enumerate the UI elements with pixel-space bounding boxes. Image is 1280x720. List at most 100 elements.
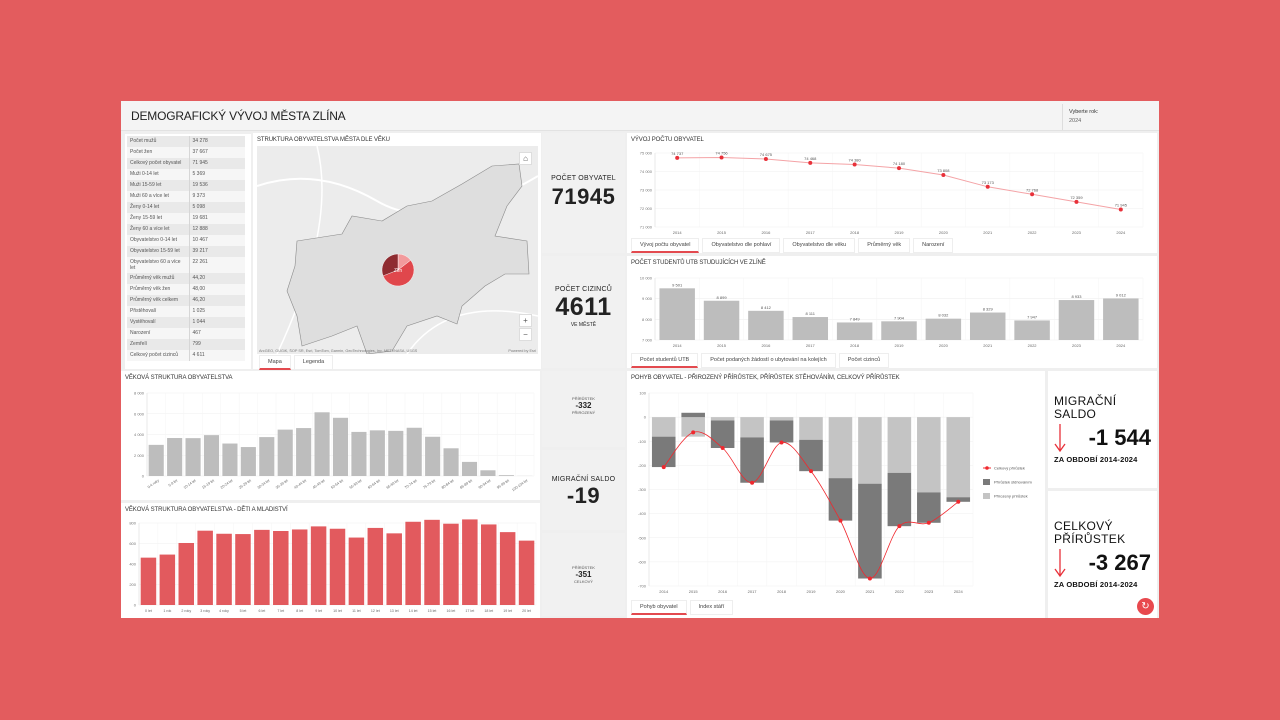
road — [406, 310, 538, 354]
y-tick-label: -700 — [638, 584, 647, 589]
tab-průměrný-věk[interactable]: Průměrný věk — [858, 238, 911, 253]
table-row[interactable]: Průměrný věk žen 48,00 — [127, 284, 245, 295]
table-row[interactable]: Celkový počet cizinců 4 611 — [127, 350, 245, 361]
kpi-label: PŘÍRŮSTEK — [572, 565, 595, 570]
tab-legenda[interactable]: Legenda — [293, 355, 334, 370]
kpi-foreigners: POČET CIZINCŮ 4611 VE MĚSTĚ — [542, 256, 625, 368]
x-tick-label: 2015 — [717, 230, 727, 235]
table-row[interactable]: Ženy 60 a více let 12 888 — [127, 224, 245, 235]
home-button[interactable]: ⌂ — [519, 152, 532, 165]
table-row[interactable]: Obyvatelstvo 0-14 let 10 467 — [127, 235, 245, 246]
bar — [254, 529, 270, 605]
table-row[interactable]: Zemřelí 799 — [127, 339, 245, 350]
x-tick-label: 2015 — [689, 589, 699, 594]
kpi-value: -351 — [575, 570, 592, 579]
age-bar-chart: 0 2 000 4 000 6 000 8 000 0-4 roky 5-9 let 10-1… — [134, 391, 535, 492]
year-value[interactable]: 2024 — [1069, 118, 1082, 124]
tab-index-stáří[interactable]: Index stáří — [689, 600, 734, 615]
tab-obyvatelstvo-dle-věku[interactable]: Obyvatelstvo dle věku — [783, 238, 856, 253]
cell-label: Ženy 0-14 let — [127, 202, 189, 213]
table-row[interactable]: Obyvatelstvo 15-59 let 39 217 — [127, 246, 245, 257]
legend-swatch — [985, 466, 989, 470]
bar — [748, 310, 784, 340]
cell-label: Obyvatelstvo 60 a více let — [127, 257, 189, 273]
tab-mapa[interactable]: Mapa — [259, 355, 291, 370]
cell-label: Ženy 15-59 let — [127, 213, 189, 224]
x-tick-label: 2024 — [954, 589, 964, 594]
x-tick-label: 2022 — [895, 589, 905, 594]
bar-natural — [799, 417, 823, 440]
kids-bar-chart: 0 200 400 600 800 0 let 1 rok 2 roky 3 roky 4 rok… — [129, 519, 537, 613]
bar — [178, 542, 195, 605]
map-view[interactable]: Zlín ⌂ + − ArcGEO, GUGiK, ŠOP SR, Esri, … — [257, 146, 538, 354]
table-row[interactable]: Celkový počet obyvatel 71 945 — [127, 158, 245, 169]
bar-natural — [769, 417, 794, 421]
table-row[interactable]: Počet žen 37 667 — [127, 147, 245, 158]
bar — [167, 438, 183, 476]
x-tick-label: 2020 — [939, 343, 949, 348]
y-tick-label: 9 000 — [642, 296, 653, 301]
x-tick-label: 40-44 let — [293, 479, 307, 490]
table-row[interactable]: Muži 60 a více let 9 373 — [127, 191, 245, 202]
map-canvas[interactable]: Zlín — [257, 146, 538, 354]
tab-počet-studentů-utb[interactable]: Počet studentů UTB — [631, 353, 699, 368]
tab-obyvatelstvo-dle-pohlaví[interactable]: Obyvatelstvo dle pohlaví — [702, 238, 781, 253]
x-tick-label: 2023 — [1072, 343, 1082, 348]
table-row[interactable]: Průměrný věk celkem 46,20 — [127, 295, 245, 306]
x-tick-label: 45-49 let — [312, 479, 326, 490]
tab-počet-cizinců[interactable]: Počet cizinců — [838, 353, 890, 368]
refresh-button[interactable]: ↻ — [1137, 598, 1154, 615]
table-row[interactable]: Počet mužů 34 278 — [127, 136, 245, 147]
table-row[interactable]: Průměrný věk mužů 44,20 — [127, 273, 245, 284]
tab-vývoj-počtu-obyvatel[interactable]: Vývoj počtu obyvatel — [631, 238, 700, 253]
bar-migration — [828, 478, 853, 521]
x-tick-label: 7 let — [277, 609, 284, 613]
table-row[interactable]: Ženy 15-59 let 19 681 — [127, 213, 245, 224]
table-row[interactable]: Obyvatelstvo 60 a více let 22 261 — [127, 257, 245, 273]
table-row[interactable]: Ženy 0-14 let 5 098 — [127, 202, 245, 213]
data-point — [750, 480, 755, 485]
bar — [310, 526, 327, 605]
cell-value: 22 261 — [188, 257, 245, 273]
tab-narození[interactable]: Narození — [913, 238, 954, 253]
x-tick-label: 2018 — [777, 589, 787, 594]
bar — [1014, 320, 1050, 340]
bar-migration — [917, 492, 941, 523]
zoom-out-button[interactable]: − — [519, 328, 532, 341]
y-tick-label: 74 000 — [640, 169, 653, 174]
bar — [703, 300, 740, 340]
bar — [222, 443, 238, 476]
table-row[interactable]: Vystěhovalí 1 044 — [127, 317, 245, 328]
table-row[interactable]: Muži 0-14 let 5 369 — [127, 169, 245, 180]
x-tick-label: 2015 — [717, 343, 727, 348]
cell-value: 5 369 — [188, 169, 245, 180]
tab-pohyb-obyvatel[interactable]: Pohyb obyvatel — [631, 600, 687, 615]
kpi-value: -332 — [575, 401, 592, 410]
year-selector[interactable]: Vyberte rok: 2024 — [1062, 104, 1156, 130]
table-row[interactable]: Muži 15-59 let 19 536 — [127, 180, 245, 191]
x-tick-label: 15-19 let — [201, 479, 215, 490]
x-tick-label: 2023 — [1072, 230, 1082, 235]
cell-label: Přistěhovalí — [127, 306, 189, 317]
cell-label: Celkový počet cizinců — [127, 350, 189, 361]
kpi-total: PŘÍRŮSTEK -351 CELKOVÝ — [542, 533, 625, 616]
data-point — [985, 184, 990, 189]
table-row[interactable]: Narození 467 — [127, 328, 245, 339]
stats-panel: Počet mužů 34 278 Počet žen 37 667 Celkový p… — [125, 134, 251, 369]
bar — [259, 437, 275, 476]
y-tick-label: -600 — [638, 559, 647, 564]
bar — [332, 417, 349, 476]
pie-slice — [382, 259, 415, 287]
pie-slice — [381, 253, 399, 277]
bar-migration — [946, 497, 971, 502]
cell-label: Obyvatelstvo 0-14 let — [127, 235, 189, 246]
zoom-in-button[interactable]: + — [519, 314, 532, 327]
movement-combo-chart: -700 -600 -500 -400 -300 -200 -100 0 100 2014 2015… — [638, 391, 1032, 595]
cell-value: 71 945 — [188, 158, 245, 169]
age-pie[interactable] — [381, 253, 415, 287]
powered-by[interactable]: Powered by Esri — [508, 349, 536, 353]
x-tick-label: 2020 — [939, 230, 949, 235]
table-row[interactable]: Přistěhovalí 1 025 — [127, 306, 245, 317]
tab-počet-podaných-žádostí-o-ubytování-na-kolejích[interactable]: Počet podaných žádostí o ubytování na ko… — [701, 353, 836, 368]
cell-value: 46,20 — [188, 295, 245, 306]
